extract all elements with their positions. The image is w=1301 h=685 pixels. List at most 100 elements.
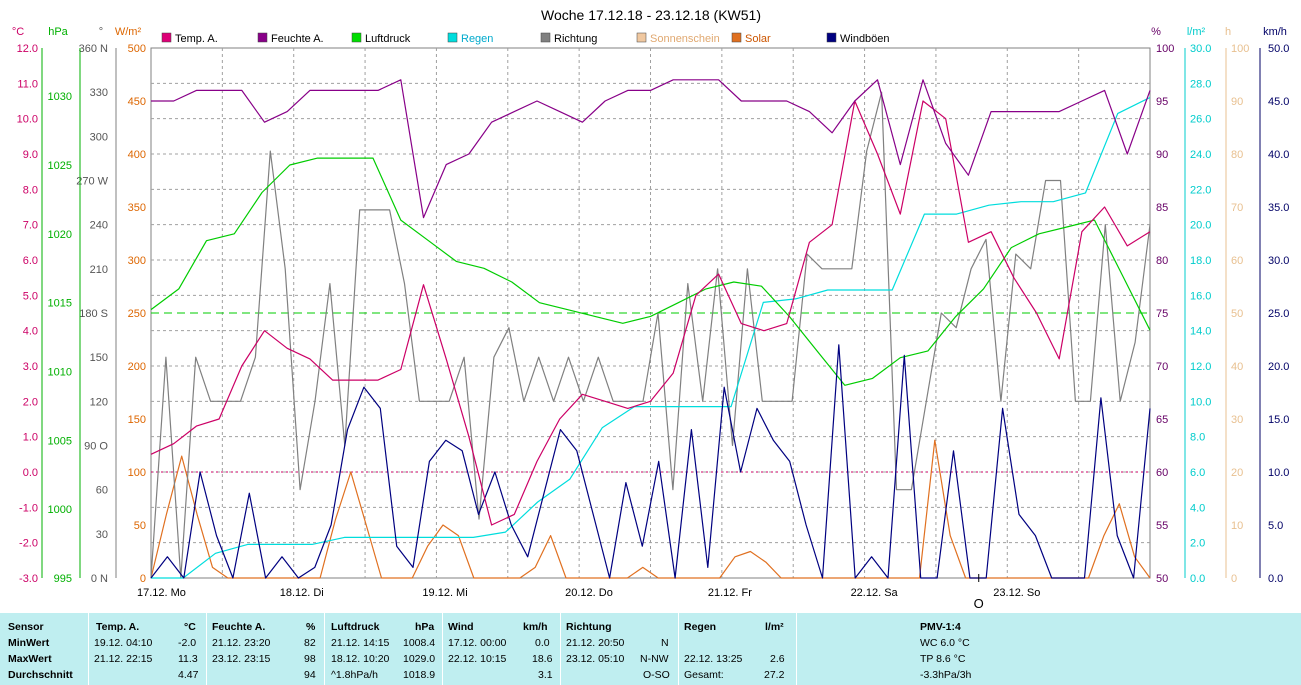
stats-max-temp-date: 21.12. 22:15	[94, 653, 153, 665]
axis-tick-pressure: 1000	[48, 504, 72, 516]
axis-tick-pressure: 1020	[48, 229, 72, 241]
axis-tick-sunshine: 0	[1231, 573, 1237, 585]
axis-tick-sunshine: 30	[1231, 414, 1243, 426]
axis-tick-direction: 300	[90, 131, 108, 143]
stats-min-wind-date: 17.12. 00:00	[448, 637, 507, 649]
stats-header-temp-unit: °C	[184, 621, 196, 633]
legend-label: Luftdruck	[365, 33, 411, 45]
axis-tick-pressure: 1015	[48, 298, 72, 310]
axis-tick-temp: 10.0	[17, 114, 38, 126]
axis-unit-temp: °C	[12, 26, 24, 38]
stats-header-hum: Feuchte A.	[212, 621, 266, 633]
stats-max-hum-val: 98	[304, 653, 316, 665]
axis-tick-direction: 270 W	[76, 176, 108, 188]
stats-header-temp: Temp. A.	[96, 621, 140, 633]
axis-tick-direction: 90 O	[84, 441, 108, 453]
stats-max-dir-date: 23.12. 05:10	[566, 653, 625, 665]
axis-tick-temp: 6.0	[23, 255, 38, 267]
axis-tick-solar: 500	[128, 43, 146, 55]
axis-tick-humidity: 55	[1156, 520, 1168, 532]
legend-label: Feuchte A.	[271, 33, 324, 45]
axis-tick-wind: 30.0	[1268, 255, 1289, 267]
axis-tick-wind: 45.0	[1268, 96, 1289, 108]
stats-min-press-date: 21.12. 14:15	[331, 637, 390, 649]
stats-min-temp-date: 19.12. 04:10	[94, 637, 153, 649]
axis-tick-humidity: 65	[1156, 414, 1168, 426]
chart-axes: °C 12.0 11.0 10.0 9.0 8.0 7.0 6.0 5.0 4.0 3.0 2.0 1.…	[12, 26, 1290, 585]
axis-tick-wind: 20.0	[1268, 361, 1289, 373]
axis-tick-temp: 8.0	[23, 184, 38, 196]
axis-tick-humidity: 50	[1156, 573, 1168, 585]
axis-tick-sunshine: 80	[1231, 149, 1243, 161]
axis-tick-temp: 7.0	[23, 220, 38, 232]
legend-swatch	[731, 32, 742, 43]
stats-avg-rain-date: Gesamt:	[684, 669, 724, 681]
stats-min-wind-val: 0.0	[535, 637, 550, 649]
axis-tick-rain: 26.0	[1190, 114, 1211, 126]
axis-tick-temp: 12.0	[17, 43, 38, 55]
axis-tick-humidity: 95	[1156, 96, 1168, 108]
legend-swatch	[351, 32, 362, 43]
stats-header-rain: Regen	[684, 621, 717, 633]
legend-swatch	[447, 32, 458, 43]
axis-tick-wind: 0.0	[1268, 573, 1283, 585]
stats-avg-rain-val: 27.2	[764, 669, 785, 681]
series-line-luftdruck	[150, 157, 1151, 386]
axis-tick-temp: -1.0	[19, 502, 38, 514]
axis-tick-rain: 14.0	[1190, 326, 1211, 338]
axis-tick-solar: 200	[128, 361, 146, 373]
chart-title: Woche 17.12.18 - 23.12.18 (KW51)	[541, 7, 761, 23]
stats-avg-press-val: 1018.9	[403, 669, 436, 681]
legend-swatch	[161, 32, 172, 43]
x-tick-label: 22.12. Sa	[851, 587, 899, 599]
axis-tick-temp: 2.0	[23, 396, 38, 408]
stats-header-pmv: PMV-1:4	[920, 621, 961, 633]
axis-tick-wind: 35.0	[1268, 202, 1289, 214]
axis-tick-sunshine: 90	[1231, 96, 1243, 108]
axis-tick-rain: 6.0	[1190, 467, 1205, 479]
stats-min-pmv: WC 6.0 °C	[920, 637, 970, 649]
axis-tick-temp: 4.0	[23, 326, 38, 338]
axis-tick-rain: 2.0	[1190, 538, 1205, 550]
legend-label: Windböen	[840, 33, 890, 45]
stats-min-dir-date: 21.12. 20:50	[566, 637, 625, 649]
axis-tick-solar: 150	[128, 414, 146, 426]
chart-series	[150, 79, 1151, 579]
axis-tick-humidity: 60	[1156, 467, 1168, 479]
stats-row-max-label: MaxWert	[8, 653, 52, 665]
axis-tick-sunshine: 70	[1231, 202, 1243, 214]
stats-avg-hum-val: 94	[304, 669, 316, 681]
x-tick-label: 21.12. Fr	[708, 587, 752, 599]
stats-min-press-val: 1008.4	[403, 637, 436, 649]
axis-unit-direction: °	[99, 26, 103, 38]
stats-header-wind-unit: km/h	[523, 621, 548, 633]
stats-avg-press-date: ^1.8hPa/h	[331, 669, 378, 681]
stats-max-wind-val: 18.6	[532, 653, 553, 665]
axis-tick-sunshine: 100	[1231, 43, 1249, 55]
legend-label: Richtung	[554, 33, 597, 45]
series-line-windb-en	[150, 344, 1151, 579]
axis-tick-direction: 330	[90, 87, 108, 99]
axis-tick-sunshine: 60	[1231, 255, 1243, 267]
axis-tick-rain: 4.0	[1190, 502, 1205, 514]
stats-avg-temp-val: 4.47	[178, 669, 199, 681]
axis-tick-humidity: 85	[1156, 202, 1168, 214]
series-line-feuchte-a-	[151, 79, 1151, 219]
stats-header-wind: Wind	[448, 621, 474, 633]
axis-tick-humidity: 100	[1156, 43, 1174, 55]
axis-tick-direction: 120	[90, 396, 108, 408]
axis-tick-solar: 300	[128, 255, 146, 267]
stats-max-press-date: 18.12. 10:20	[331, 653, 390, 665]
series-line-regen	[151, 96, 1151, 579]
axis-unit-solar: W/m²	[115, 26, 142, 38]
axis-tick-sunshine: 20	[1231, 467, 1243, 479]
legend-label: Solar	[745, 33, 771, 45]
legend-label: Regen	[461, 33, 493, 45]
axis-unit-wind: km/h	[1263, 26, 1287, 38]
axis-tick-solar: 250	[128, 308, 146, 320]
axis-tick-humidity: 90	[1156, 149, 1168, 161]
stats-max-wind-date: 22.12. 10:15	[448, 653, 507, 665]
axis-tick-temp: 5.0	[23, 290, 38, 302]
x-tick-label: 18.12. Di	[280, 587, 324, 599]
legend-label: Temp. A.	[175, 33, 218, 45]
